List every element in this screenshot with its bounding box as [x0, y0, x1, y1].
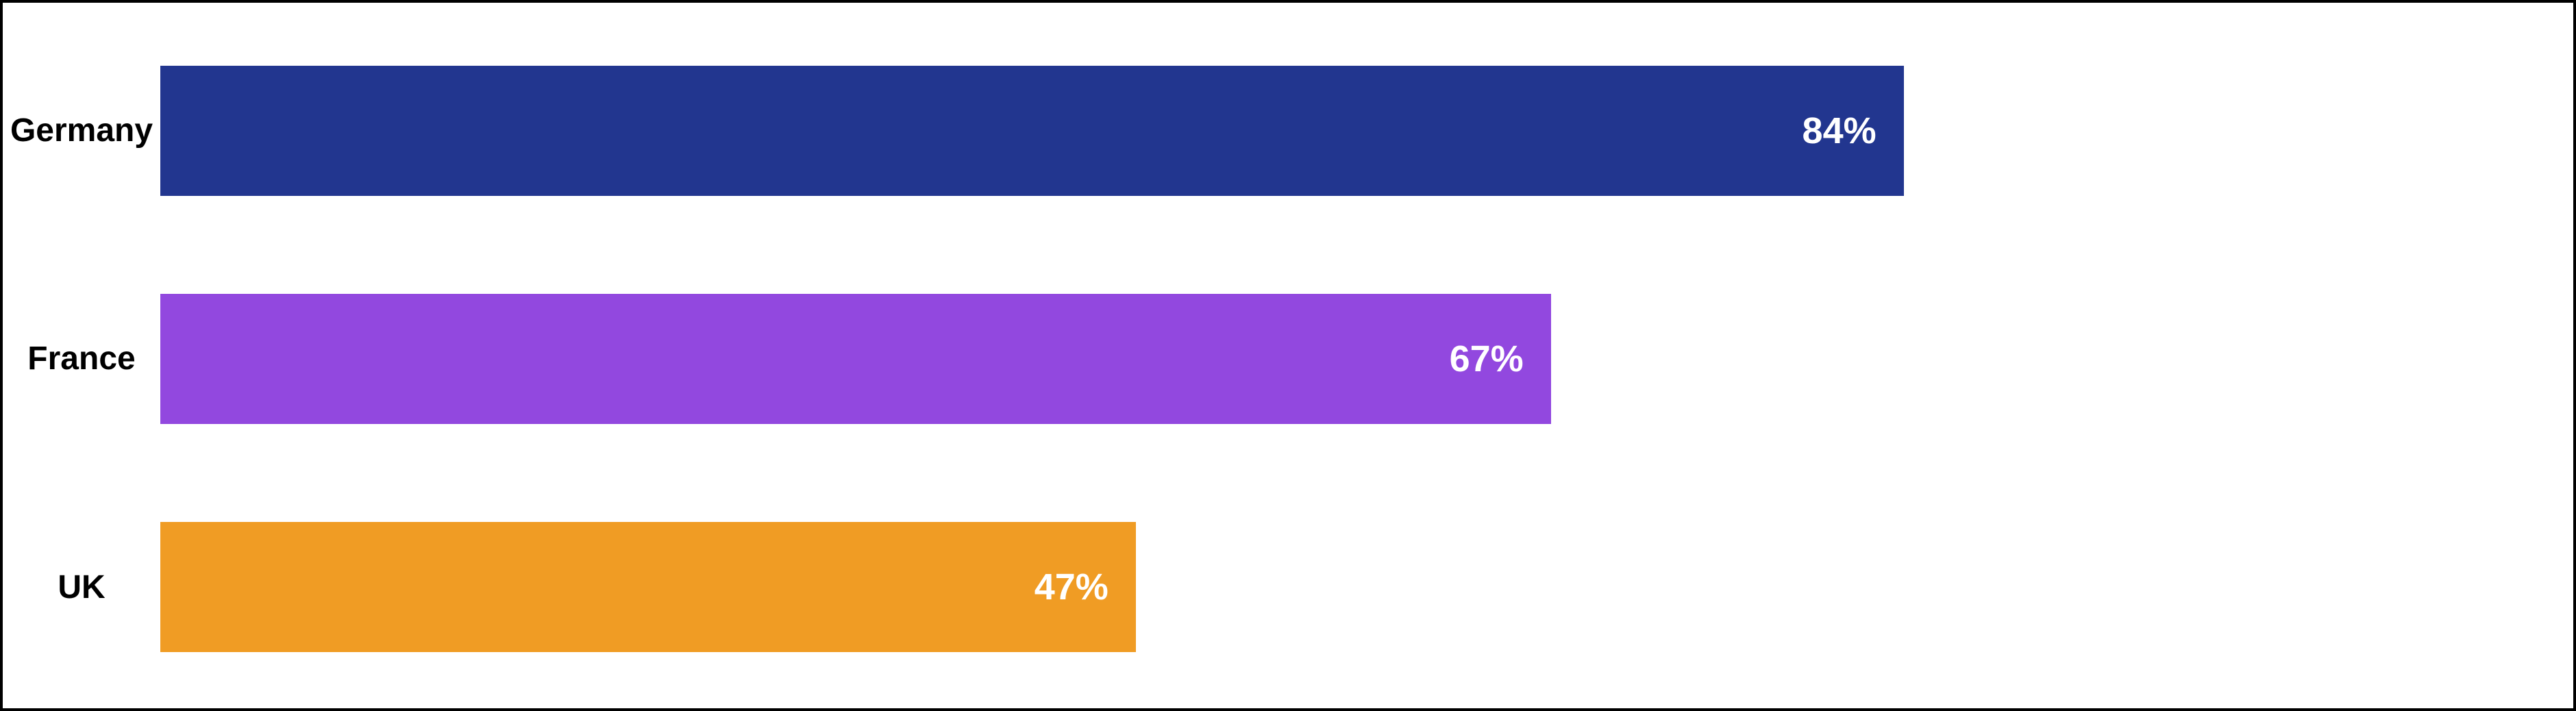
bar-track: 84%: [160, 66, 2546, 196]
chart-row-germany: Germany 84%: [3, 66, 2573, 196]
bar-track: 47%: [160, 522, 2546, 652]
row-label: France: [3, 340, 160, 377]
chart-row-france: France 67%: [3, 294, 2573, 424]
row-label: Germany: [3, 112, 160, 149]
country-percentage-bar-chart: Germany 84% France 67% UK 47%: [0, 0, 2576, 711]
bar-fill: 84%: [160, 66, 1904, 196]
bar-value: 84%: [1803, 110, 1877, 152]
chart-row-uk: UK 47%: [3, 522, 2573, 652]
bar-value: 47%: [1035, 566, 1109, 608]
bar-value: 67%: [1450, 338, 1524, 380]
bar-track: 67%: [160, 294, 2546, 424]
bar-fill: 47%: [160, 522, 1136, 652]
row-label: UK: [3, 569, 160, 606]
bar-fill: 67%: [160, 294, 1551, 424]
